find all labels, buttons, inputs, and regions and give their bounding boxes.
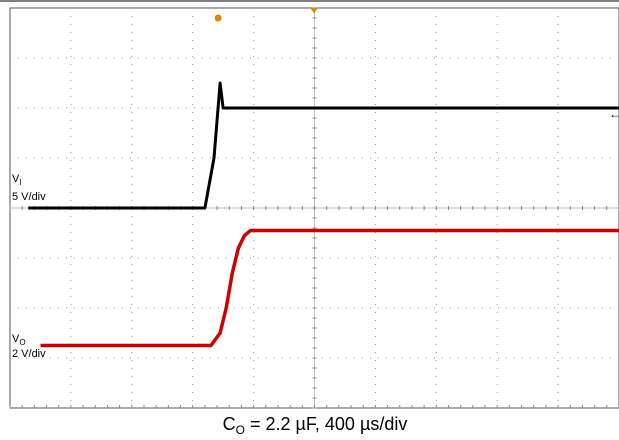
markers: ← <box>214 8 619 121</box>
series-label-vi: VI <box>12 173 22 187</box>
vo-main: V <box>12 333 20 345</box>
trigger-marker-icon <box>214 14 222 22</box>
caption-main: C <box>223 414 236 434</box>
vi-main: V <box>12 173 20 185</box>
ground-arrow-icon: ← <box>609 107 619 121</box>
vo-scale: 2 V/div <box>12 348 46 360</box>
caption-rest: = 2.2 µF, 400 µs/div <box>245 414 407 434</box>
caption: CO = 2.2 µF, 400 µs/div <box>223 414 408 437</box>
trigger-position-icon <box>310 8 318 13</box>
caption-sub: O <box>236 423 245 437</box>
series-label-vo: VO <box>12 333 26 347</box>
trace-vo <box>40 228 619 348</box>
vo-sub: O <box>19 338 25 347</box>
trace-vi <box>28 81 619 210</box>
vi-sub: I <box>19 178 21 187</box>
traces <box>28 81 619 348</box>
vi-scale: 5 V/div <box>12 191 46 203</box>
